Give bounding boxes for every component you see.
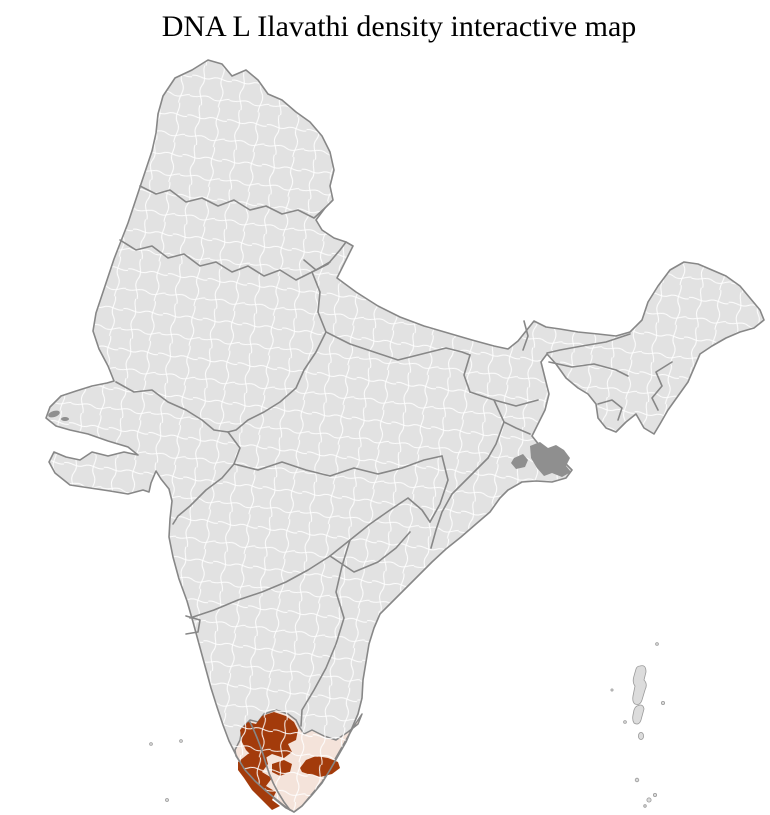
andaman-nicobar-islands[interactable] [610, 642, 666, 808]
district-boundaries-texture [46, 60, 764, 812]
river-delta-patch [48, 410, 571, 477]
lakshadweep-islands[interactable] [149, 739, 183, 802]
state-borders [115, 185, 673, 811]
title-bar: DNA L Ilavathi density interactive map [0, 8, 770, 46]
map-title: DNA L Ilavathi density interactive map [161, 10, 637, 43]
